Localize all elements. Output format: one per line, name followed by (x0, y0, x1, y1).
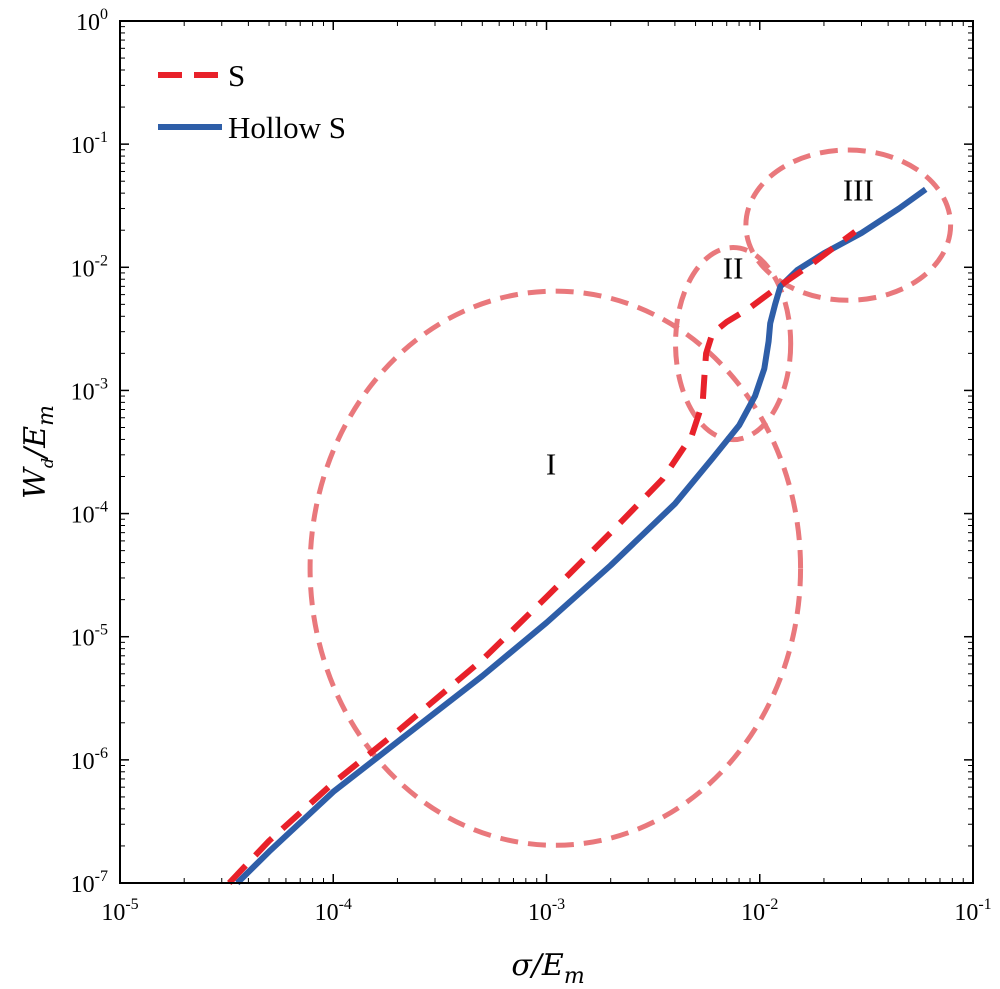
x-tick-label: 10-2 (741, 896, 778, 926)
y-axis-label: Wd/Em (18, 405, 59, 499)
y-tick-label: 10-6 (71, 745, 108, 775)
y-tick-label: 10-3 (71, 375, 108, 405)
x-tick-label: 10-4 (315, 896, 352, 926)
region-ellipse-i (307, 288, 804, 848)
region-label-iii: III (843, 173, 874, 208)
region-ellipse-iii (743, 147, 954, 303)
y-tick-label: 100 (76, 6, 108, 36)
axis-ticks: 10-5 10-4 10-3 10-2 10-1 10-7 10-6 10-5 10-4 10-3… (71, 6, 992, 926)
region-ellipses (307, 147, 954, 848)
legend-label-hollow-s: Hollow S (228, 110, 346, 145)
series-line-s (227, 229, 857, 886)
y-tick-label: 10-2 (71, 252, 108, 282)
x-tick-label: 10-1 (954, 896, 991, 926)
data-series (227, 186, 928, 886)
y-tick-label: 10-1 (71, 129, 108, 159)
y-tick-label: 10-4 (71, 499, 108, 529)
region-ellipse-ii (673, 245, 794, 443)
region-label-i: I (546, 447, 556, 482)
x-axis-label: σ/Em (511, 948, 584, 989)
x-tick-label: 10-3 (528, 896, 565, 926)
legend-label-s: S (228, 58, 245, 93)
plot-frame (119, 20, 974, 884)
y-tick-label: 10-5 (71, 622, 108, 652)
region-label-ii: II (723, 250, 744, 285)
legend: S Hollow S (158, 58, 346, 145)
y-tick-label: 10-7 (71, 868, 108, 898)
x-tick-label: 10-5 (101, 896, 138, 926)
